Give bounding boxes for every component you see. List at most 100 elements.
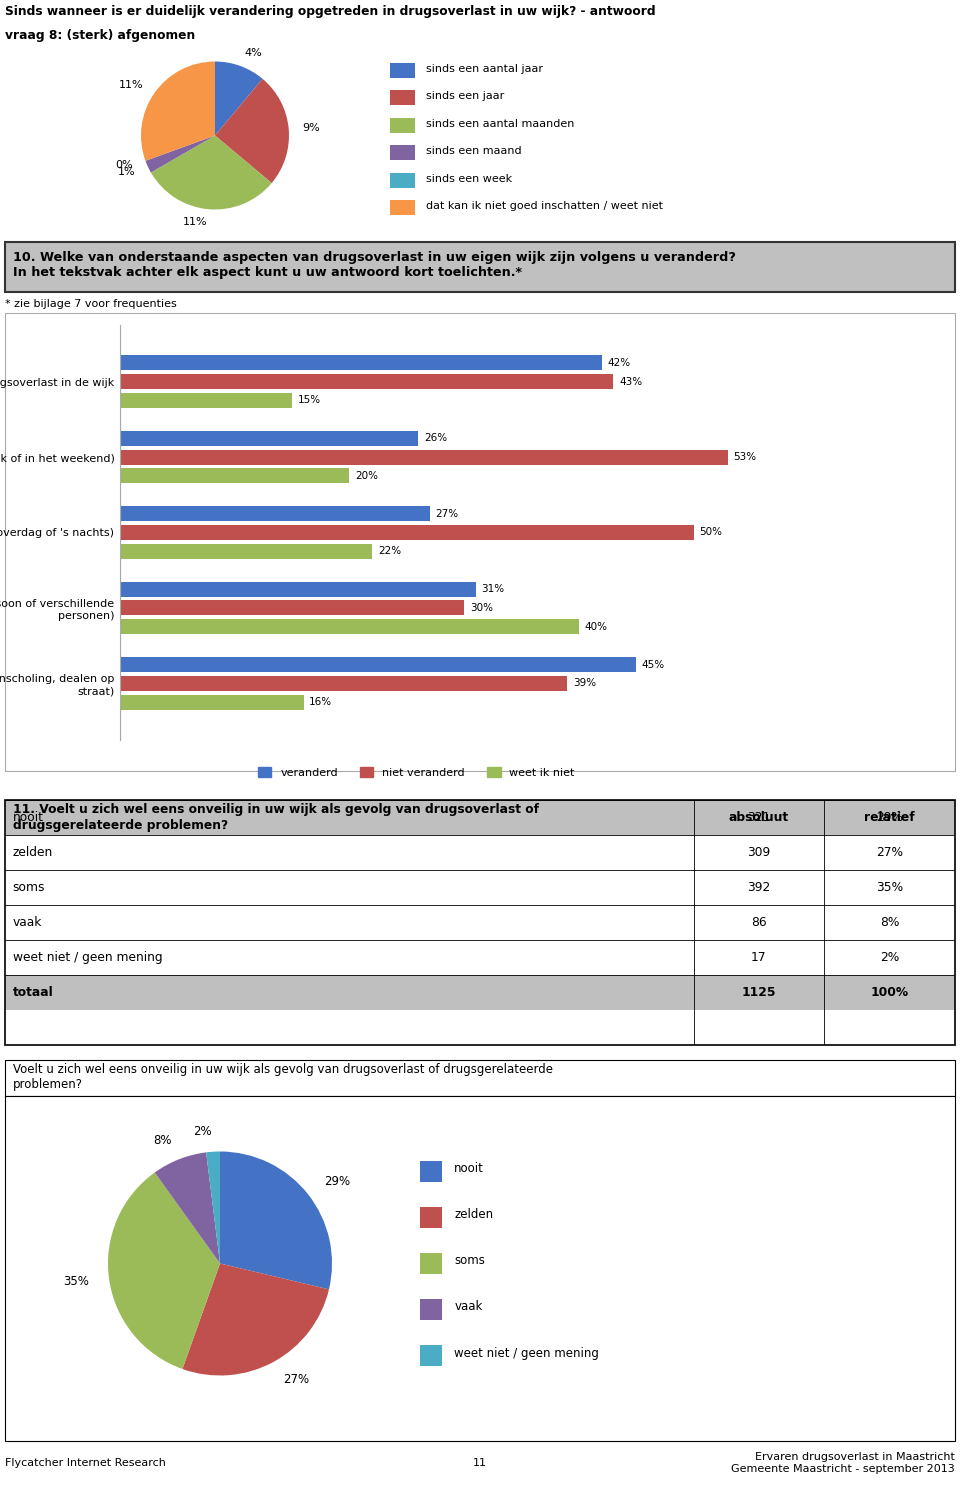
Wedge shape bbox=[182, 1264, 329, 1375]
Bar bbox=[120, 620, 579, 635]
Wedge shape bbox=[215, 79, 289, 183]
Text: 2%: 2% bbox=[193, 1125, 212, 1138]
Text: 309: 309 bbox=[747, 846, 771, 860]
Text: 39%: 39% bbox=[573, 678, 596, 688]
Wedge shape bbox=[206, 1152, 220, 1264]
Text: 1%: 1% bbox=[118, 167, 136, 177]
Text: 9%: 9% bbox=[302, 122, 320, 133]
Bar bbox=[5, 800, 955, 834]
Text: vraag 8: (sterk) afgenomen: vraag 8: (sterk) afgenomen bbox=[5, 28, 195, 42]
Bar bbox=[390, 201, 415, 216]
Bar bbox=[120, 524, 693, 539]
Text: 35%: 35% bbox=[876, 881, 903, 894]
Bar bbox=[420, 1161, 442, 1182]
Bar bbox=[5, 974, 955, 1010]
Text: vaak: vaak bbox=[454, 1301, 483, 1314]
Text: nooit: nooit bbox=[454, 1162, 484, 1176]
Bar bbox=[120, 657, 636, 672]
Bar bbox=[120, 468, 349, 483]
Text: zelden: zelden bbox=[12, 846, 53, 860]
Text: 4%: 4% bbox=[245, 49, 263, 58]
Text: 22%: 22% bbox=[378, 547, 401, 556]
Text: 16%: 16% bbox=[309, 697, 332, 708]
Text: 100%: 100% bbox=[871, 986, 908, 998]
Text: 10. Welke van onderstaande aspecten van drugsoverlast in uw eigen wijk zijn volg: 10. Welke van onderstaande aspecten van … bbox=[12, 250, 735, 279]
Text: sinds een week: sinds een week bbox=[426, 174, 513, 183]
Text: 0%: 0% bbox=[115, 161, 132, 170]
Text: Flycatcher Internet Research: Flycatcher Internet Research bbox=[5, 1459, 166, 1468]
Bar bbox=[420, 1207, 442, 1228]
Bar bbox=[120, 507, 430, 522]
Text: 43%: 43% bbox=[619, 377, 642, 386]
Text: 20%: 20% bbox=[355, 471, 378, 481]
Text: nooit: nooit bbox=[12, 811, 43, 824]
Text: soms: soms bbox=[454, 1255, 485, 1268]
Text: 8%: 8% bbox=[879, 916, 900, 928]
Wedge shape bbox=[155, 1152, 220, 1264]
Text: Voelt u zich wel eens onveilig in uw wijk als gevolg van drugsoverlast of drugsg: Voelt u zich wel eens onveilig in uw wij… bbox=[12, 1064, 553, 1091]
Bar bbox=[120, 694, 303, 709]
Text: 31%: 31% bbox=[481, 584, 504, 595]
Text: 26%: 26% bbox=[424, 434, 447, 443]
Text: 50%: 50% bbox=[699, 527, 722, 538]
Text: 2%: 2% bbox=[879, 951, 900, 964]
Text: sinds een aantal maanden: sinds een aantal maanden bbox=[426, 119, 574, 128]
Wedge shape bbox=[146, 136, 215, 161]
Text: 11. Voelt u zich wel eens onveilig in uw wijk als gevolg van drugsoverlast of
dr: 11. Voelt u zich wel eens onveilig in uw… bbox=[12, 803, 539, 831]
Text: zelden: zelden bbox=[454, 1208, 493, 1222]
Text: sinds een maand: sinds een maand bbox=[426, 146, 521, 156]
Text: 29%: 29% bbox=[324, 1176, 349, 1188]
Text: Ervaren drugsoverlast in Maastricht
Gemeente Maastricht - september 2013: Ervaren drugsoverlast in Maastricht Geme… bbox=[732, 1453, 955, 1474]
Text: sinds een jaar: sinds een jaar bbox=[426, 91, 504, 101]
Text: 392: 392 bbox=[747, 881, 771, 894]
Text: 321: 321 bbox=[747, 811, 771, 824]
Bar bbox=[420, 1299, 442, 1320]
Bar bbox=[120, 393, 292, 408]
Text: absoluut: absoluut bbox=[729, 811, 789, 824]
Bar bbox=[120, 544, 372, 559]
Bar bbox=[120, 450, 728, 465]
Text: dat kan ik niet goed inschatten / weet niet: dat kan ik niet goed inschatten / weet n… bbox=[426, 201, 663, 212]
Text: 35%: 35% bbox=[63, 1275, 89, 1289]
Text: 1125: 1125 bbox=[741, 986, 776, 998]
Wedge shape bbox=[220, 1152, 332, 1289]
Text: 86: 86 bbox=[751, 916, 767, 928]
Bar bbox=[120, 355, 602, 371]
Text: 45%: 45% bbox=[642, 660, 665, 669]
Text: * zie bijlage 7 voor frequenties: * zie bijlage 7 voor frequenties bbox=[5, 299, 177, 308]
Text: 42%: 42% bbox=[608, 358, 631, 368]
Bar bbox=[390, 146, 415, 161]
Text: 27%: 27% bbox=[876, 846, 903, 860]
Bar bbox=[420, 1253, 442, 1274]
Bar bbox=[120, 431, 419, 446]
Bar bbox=[120, 581, 475, 596]
Text: 27%: 27% bbox=[283, 1374, 309, 1386]
Bar bbox=[120, 374, 613, 389]
Legend: veranderd, niet veranderd, weet ik niet: veranderd, niet veranderd, weet ik niet bbox=[253, 763, 579, 782]
Text: 11%: 11% bbox=[182, 218, 207, 228]
Text: relatief: relatief bbox=[864, 811, 915, 824]
Text: 15%: 15% bbox=[298, 395, 321, 405]
Text: 30%: 30% bbox=[469, 603, 492, 612]
Bar bbox=[390, 118, 415, 133]
Text: 8%: 8% bbox=[154, 1134, 172, 1147]
Text: 40%: 40% bbox=[585, 621, 608, 632]
Bar bbox=[120, 600, 464, 615]
Bar bbox=[420, 1345, 442, 1366]
Text: 11%: 11% bbox=[119, 80, 143, 91]
Text: 53%: 53% bbox=[733, 451, 756, 462]
Bar bbox=[120, 676, 567, 691]
Wedge shape bbox=[108, 1173, 220, 1369]
Wedge shape bbox=[141, 61, 215, 161]
Text: 17: 17 bbox=[751, 951, 767, 964]
Text: vaak: vaak bbox=[12, 916, 42, 928]
Text: weet niet / geen mening: weet niet / geen mening bbox=[12, 951, 162, 964]
Text: weet niet / geen mening: weet niet / geen mening bbox=[454, 1347, 599, 1359]
Wedge shape bbox=[151, 136, 272, 210]
Text: soms: soms bbox=[12, 881, 45, 894]
Bar bbox=[390, 173, 415, 188]
Bar bbox=[390, 63, 415, 77]
Text: Sinds wanneer is er duidelijk verandering opgetreden in drugsoverlast in uw wijk: Sinds wanneer is er duidelijk veranderin… bbox=[5, 4, 656, 18]
Text: 27%: 27% bbox=[436, 508, 459, 519]
Wedge shape bbox=[146, 136, 215, 173]
